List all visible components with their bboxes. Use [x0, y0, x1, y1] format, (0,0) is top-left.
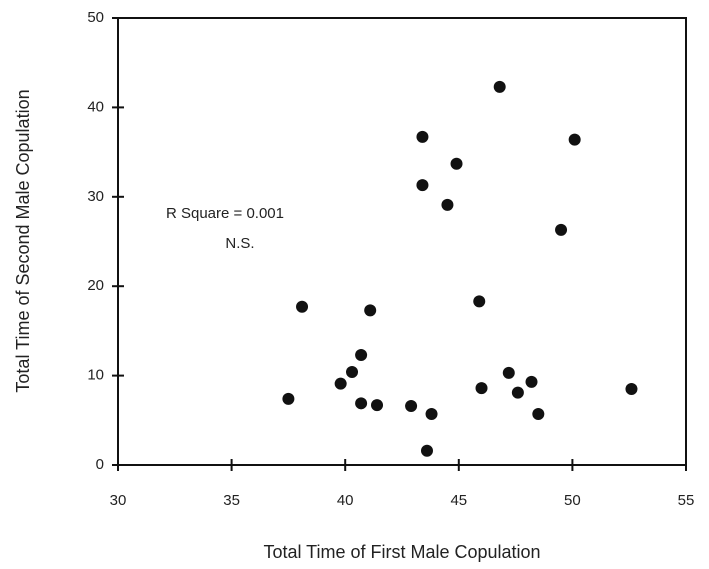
point	[355, 349, 368, 362]
x-tick-label: 30	[110, 492, 127, 509]
point	[493, 80, 506, 93]
point	[525, 375, 538, 388]
y-tick-label: 50	[87, 9, 104, 26]
point	[555, 223, 568, 236]
y-axis-label: Total Time of Second Male Copulation	[13, 89, 33, 392]
point	[625, 383, 638, 396]
point	[420, 444, 433, 457]
annotation: N.S.	[225, 235, 254, 252]
y-tick-label: 0	[96, 456, 104, 473]
x-tick-label: 40	[337, 492, 354, 509]
x-tick-label: 35	[223, 492, 240, 509]
y-tick-label: 20	[87, 277, 104, 294]
y-tick-label: 40	[87, 98, 104, 115]
point	[296, 300, 309, 313]
point	[475, 382, 488, 395]
x-tick-label: 55	[678, 492, 695, 509]
x-tick-label: 50	[564, 492, 581, 509]
point	[346, 366, 359, 379]
point	[282, 392, 295, 405]
point	[511, 386, 524, 399]
y-tick-label: 10	[87, 367, 104, 384]
y-tick-label: 30	[87, 188, 104, 205]
x-axis-label: Total Time of First Male Copulation	[263, 542, 540, 562]
point	[502, 366, 515, 379]
plot-frame	[117, 17, 687, 466]
point	[441, 198, 454, 211]
annotation: R Square = 0.001	[166, 205, 284, 222]
point	[371, 399, 384, 412]
point	[416, 130, 429, 143]
point	[334, 377, 347, 390]
point	[425, 408, 438, 421]
point	[416, 179, 429, 192]
point	[450, 157, 463, 170]
point	[364, 304, 377, 317]
point	[405, 399, 418, 412]
point	[355, 397, 368, 410]
point	[568, 133, 581, 146]
x-tick-label: 45	[450, 492, 467, 509]
point	[473, 295, 486, 308]
point	[532, 408, 545, 421]
